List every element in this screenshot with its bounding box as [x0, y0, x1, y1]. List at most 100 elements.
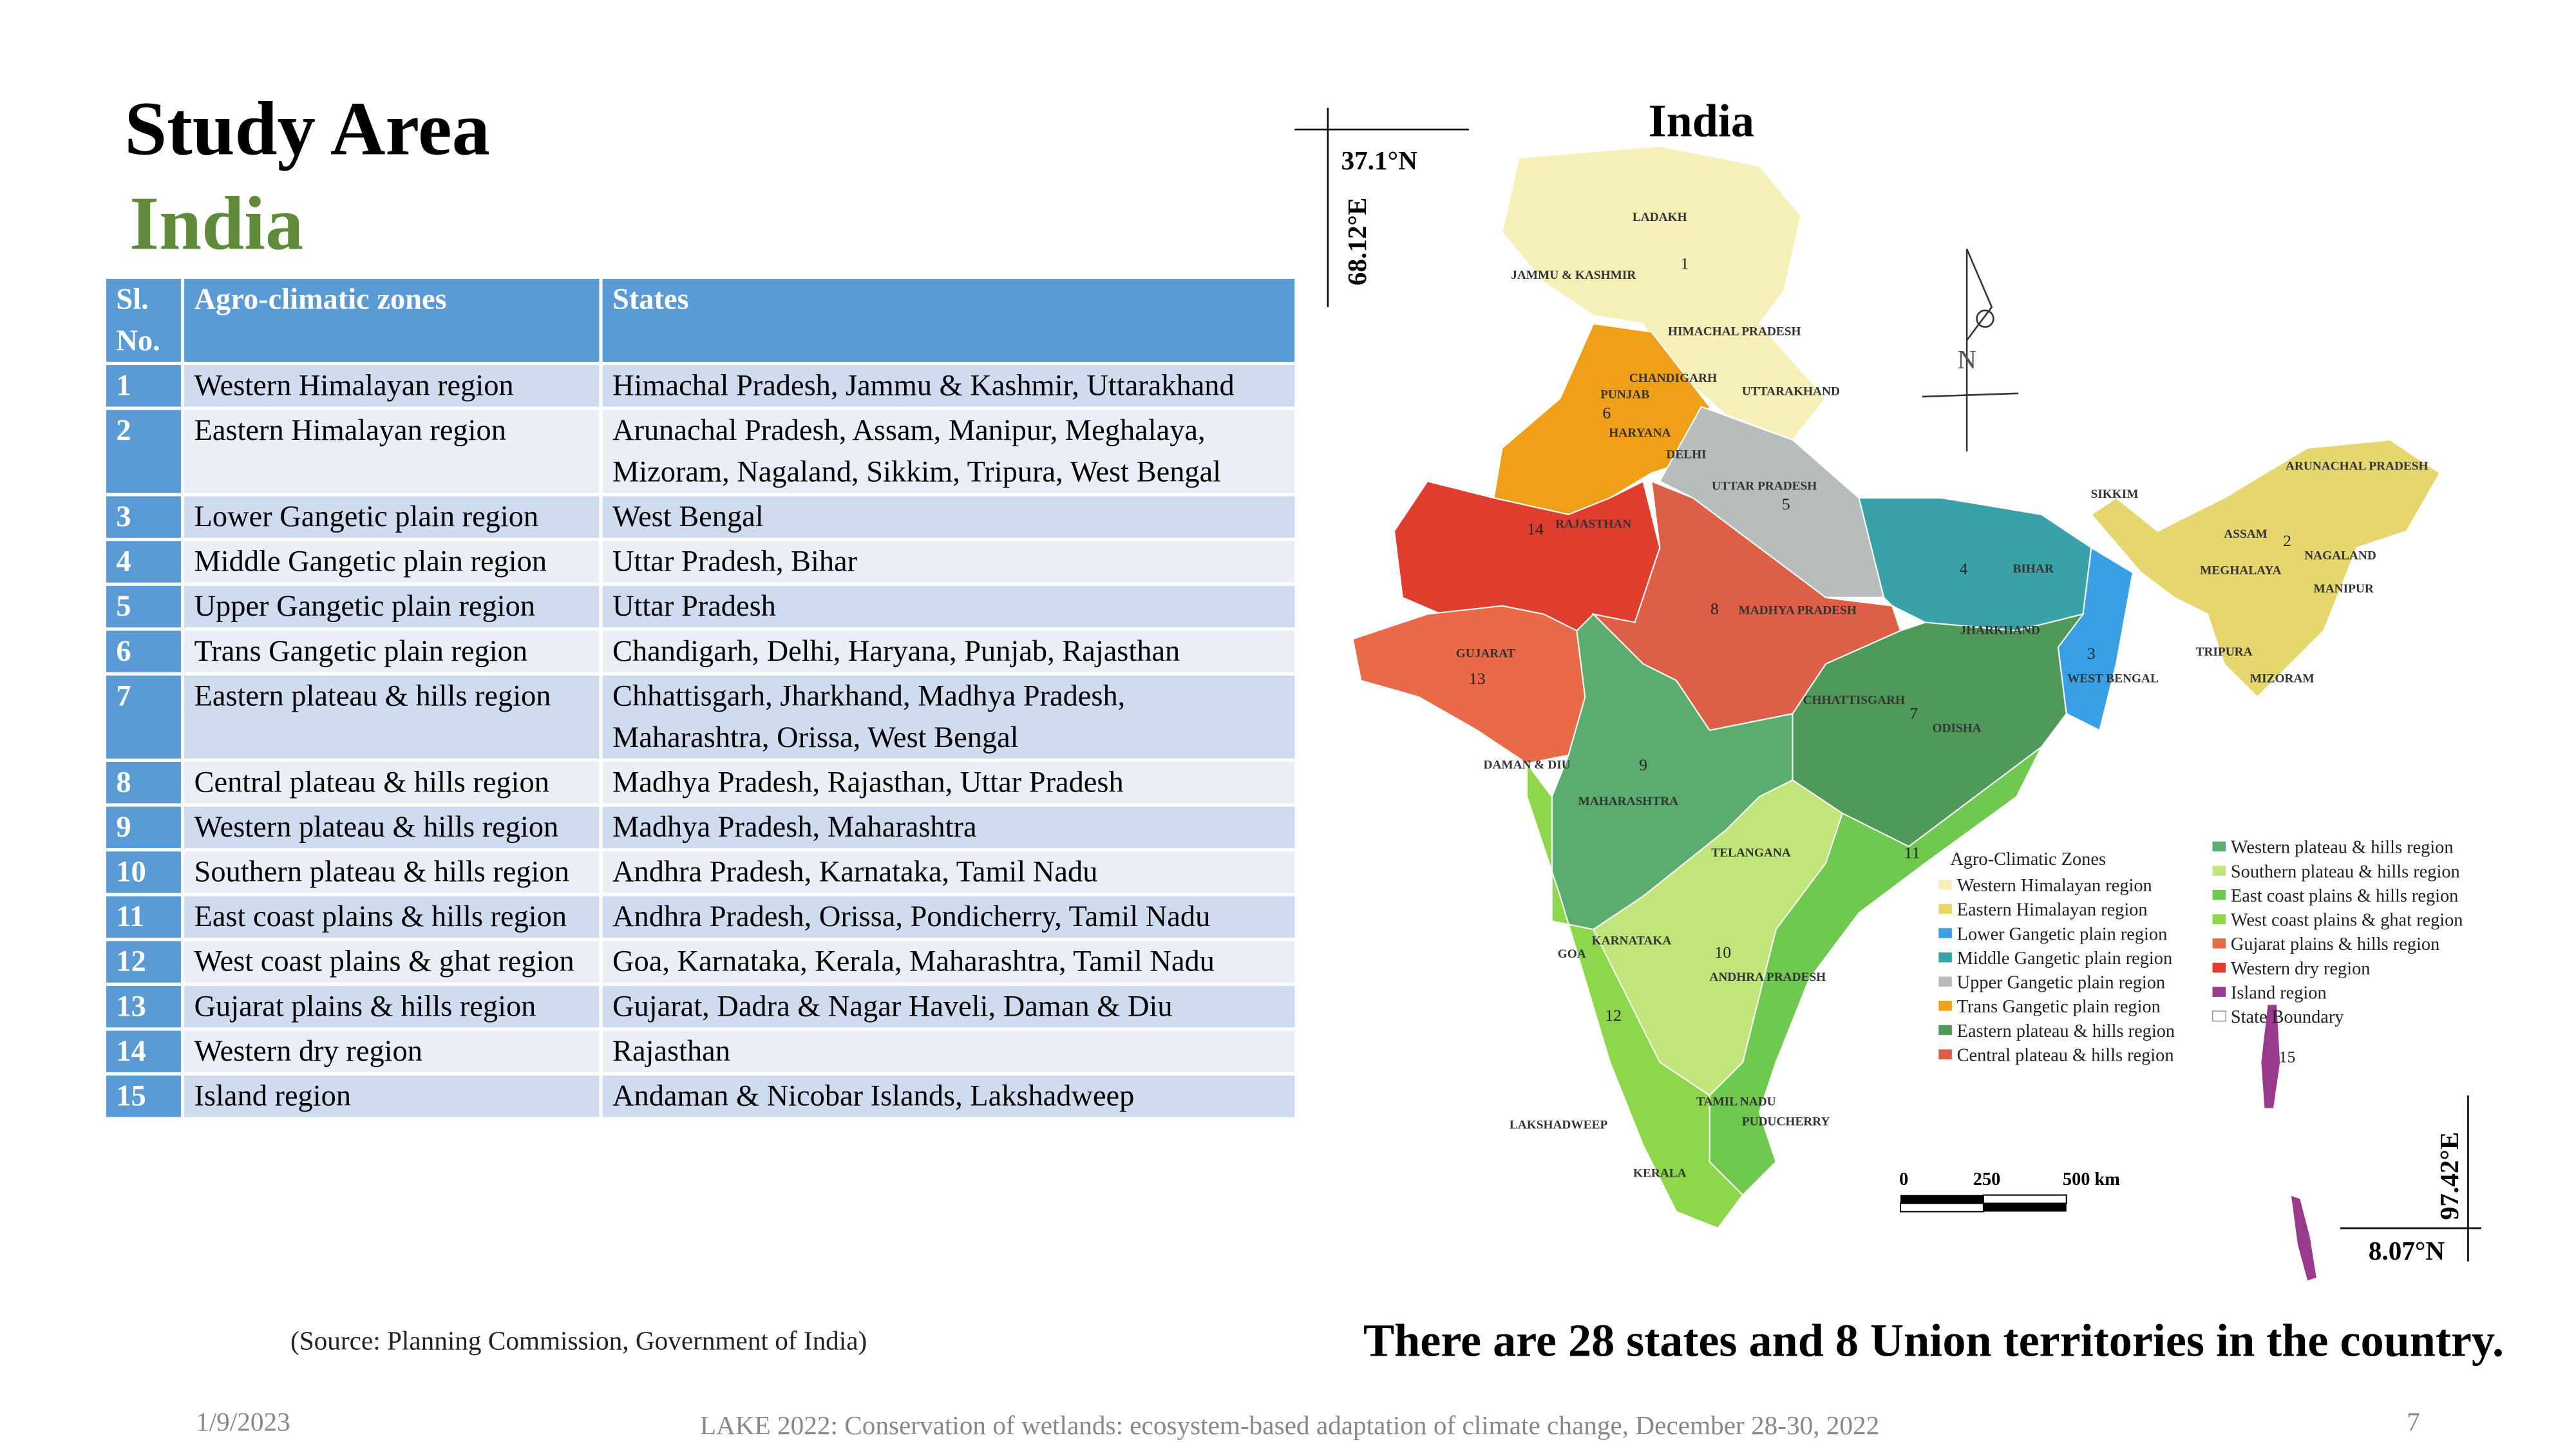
- zone-number: 8: [1710, 600, 1719, 618]
- title: Study Area: [124, 86, 490, 171]
- state-label: PUDUCHERRY: [1742, 1115, 1830, 1128]
- zone-number: 10: [1714, 943, 1731, 961]
- header-cell: Agro-climatic zones: [180, 275, 603, 366]
- zone-number: 15: [2279, 1047, 2296, 1066]
- table-cell: 1: [102, 361, 185, 410]
- map-region: [1526, 761, 1744, 1229]
- north-arrow: [1922, 249, 2019, 452]
- scale-segment: [1982, 1194, 2067, 1204]
- table-cell: West coast plains & ghat region: [180, 938, 603, 986]
- zone-number: 1: [1681, 254, 1689, 273]
- zone-number: 14: [1527, 520, 1544, 538]
- table-cell: 6: [102, 627, 185, 676]
- table-row: 4 Middle Gangetic plain region Uttar Prade…: [102, 538, 1298, 586]
- table-cell: Goa, Karnataka, Kerala, Maharashtra, Tam…: [599, 938, 1298, 986]
- state-label: CHHATTISGARH: [1803, 694, 1905, 707]
- state-label: DELHI: [1666, 448, 1706, 461]
- legend-swatch: [2212, 841, 2226, 852]
- table-row: 9 Western plateau & hills region Madhya Pr…: [102, 803, 1298, 852]
- table-row: 13 Gujarat plains & hills region Gujarat, …: [102, 982, 1298, 1031]
- table-cell: 8: [102, 758, 185, 807]
- state-label: SIKKIM: [2090, 488, 2138, 501]
- scale-segment: [1983, 1203, 2067, 1212]
- table-cell: 11: [102, 893, 185, 942]
- table-cell: Madhya Pradesh, Rajasthan, Uttar Pradesh: [599, 758, 1298, 807]
- table-body: 1 Western Himalayan region Himachal Prades…: [102, 361, 1298, 1121]
- legend-swatch: [1938, 952, 1952, 963]
- state-label: LAKSHADWEEP: [1510, 1119, 1608, 1132]
- legend-swatch: [1938, 1049, 1952, 1059]
- legend-swatch: [2212, 914, 2226, 925]
- coord-label: 97.42°E: [2434, 1132, 2464, 1220]
- table-cell: 13: [102, 982, 185, 1031]
- map-region: [1709, 746, 2043, 1197]
- zone-number: 3: [2087, 644, 2096, 663]
- north-arrow-line: [1922, 392, 2019, 398]
- state-label: UTTAR PRADESH: [1712, 479, 1817, 493]
- table-row: 12 West coast plains & ghat region Goa, Ka…: [102, 938, 1298, 986]
- table-cell: 2: [102, 406, 185, 497]
- legend-label: Middle Gangetic plain region: [1957, 949, 2173, 969]
- header-cell: Sl. No.: [102, 275, 185, 366]
- table-row: 7 Eastern plateau & hills region Chhattisg…: [102, 672, 1298, 762]
- table-row: 11 East coast plains & hills region Andhra…: [102, 893, 1298, 942]
- coord-label: 8.07°N: [2369, 1236, 2445, 1265]
- legend-swatch: [2211, 1010, 2226, 1022]
- coordinate-frame: [1294, 108, 2482, 1262]
- table-cell: 4: [102, 538, 185, 586]
- note: There are 28 states and 8 Union territor…: [1363, 1315, 2504, 1367]
- table-cell: 12: [102, 938, 185, 986]
- table-cell: 5: [102, 582, 185, 631]
- zone-number: 4: [1960, 560, 1968, 578]
- table-cell: Andhra Pradesh, Orissa, Pondicherry, Tam…: [599, 893, 1298, 942]
- state-label: GUJARAT: [1456, 647, 1515, 661]
- state-label: PUNJAB: [1600, 388, 1649, 402]
- zone-number: 12: [1605, 1006, 1622, 1025]
- table-cell: Chhattisgarh, Jharkhand, Madhya Pradesh,…: [599, 672, 1298, 762]
- zone-number: 6: [1602, 403, 1611, 422]
- table-cell: Uttar Pradesh: [599, 582, 1298, 631]
- north-arrow-mark: [1976, 309, 1994, 328]
- map-title: India: [1648, 95, 1754, 146]
- zone-number: 7: [1909, 704, 1918, 723]
- table-cell: Rajasthan: [599, 1027, 1298, 1076]
- state-label: ANDHRA PRADESH: [1709, 971, 1826, 984]
- legend-label: Western plateau & hills region: [2231, 838, 2454, 858]
- table-row: 5 Upper Gangetic plain region Uttar Prades…: [102, 582, 1298, 631]
- table-cell: Madhya Pradesh, Maharashtra: [599, 803, 1298, 852]
- state-label: KERALA: [1633, 1166, 1687, 1180]
- state-label: BIHAR: [2013, 562, 2054, 576]
- table-cell: 7: [102, 672, 185, 762]
- legend-label: Southern plateau & hills region: [2231, 862, 2460, 882]
- scale-label: 0: [1899, 1170, 1908, 1189]
- legend-title: Agro-Climatic Zones: [1950, 849, 2106, 869]
- table-cell: Upper Gangetic plain region: [180, 582, 603, 631]
- legend-swatch: [2212, 962, 2226, 973]
- table-cell: Himachal Pradesh, Jammu & Kashmir, Uttar…: [599, 361, 1298, 410]
- state-label: HIMACHAL PRADESH: [1668, 325, 1801, 339]
- legend-swatch: [1938, 1025, 1952, 1036]
- state-label: TRIPURA: [2196, 645, 2253, 659]
- subtitle: India: [129, 181, 303, 266]
- state-label: MIZORAM: [2250, 672, 2315, 685]
- legend-label: Trans Gangetic plain region: [1957, 997, 2161, 1017]
- table-row: 2 Eastern Himalayan region Arunachal Prade…: [102, 406, 1298, 497]
- legend-label: Eastern plateau & hills region: [1957, 1021, 2175, 1041]
- legend-label: Eastern Himalayan region: [1957, 900, 2148, 920]
- table-cell: 3: [102, 493, 185, 542]
- legend-label: Upper Gangetic plain region: [1957, 973, 2165, 993]
- legend-label: State Boundary: [2231, 1007, 2344, 1027]
- state-label: TELANGANA: [1711, 846, 1790, 860]
- map-region: [2260, 1003, 2282, 1110]
- zone-number: 5: [1782, 495, 1790, 513]
- state-label: MEGHALAYA: [2200, 564, 2281, 578]
- state-label: NAGALAND: [2304, 549, 2376, 563]
- table-cell: Western Himalayan region: [180, 361, 603, 410]
- map: [1352, 145, 2441, 1282]
- table-cell: Trans Gangetic plain region: [180, 627, 603, 676]
- legend-swatch: [1938, 904, 1952, 914]
- legend-swatch: [2212, 987, 2226, 997]
- legend-swatch: [2212, 866, 2226, 876]
